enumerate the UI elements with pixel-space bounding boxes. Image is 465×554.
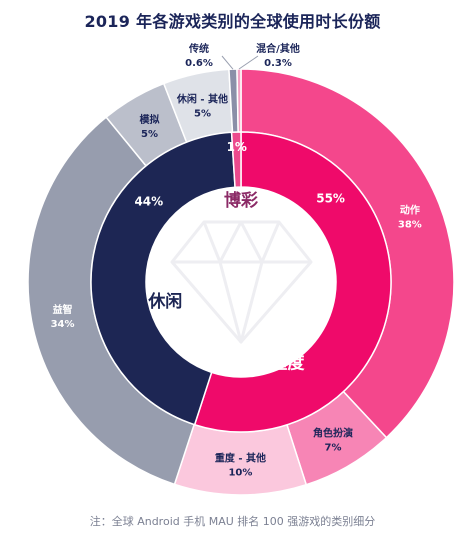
inner-pct-label-2: 1% [227, 140, 247, 154]
inner-pct-label-0: 55% [316, 191, 345, 205]
outer-pct-label-7: 0.3% [264, 58, 292, 69]
outer-pct-label-0: 38% [398, 219, 422, 230]
outer-name-label-1: 角色扮演 [313, 426, 353, 439]
leader-line-6 [221, 55, 234, 70]
outer-name-label-0: 动作 [400, 203, 420, 216]
chart-title: 2019 年各游戏类别的全球使用时长份额 [84, 12, 381, 31]
outer-pct-label-4: 5% [141, 129, 158, 140]
footnote: 注：全球 Android 手机 MAU 排名 100 强游戏的类别细分 [89, 515, 376, 528]
outer-name-label-3: 益智 [53, 303, 73, 316]
outer-slice-7 [236, 68, 242, 133]
outer-name-label-6: 传统 [188, 42, 209, 55]
outer-pct-label-2: 10% [228, 467, 252, 478]
outer-pct-label-3: 34% [51, 319, 75, 330]
inner-slice-2 [230, 131, 242, 188]
outer-pct-label-1: 7% [324, 442, 341, 453]
outer-name-label-2: 重度 - 其他 [215, 451, 266, 464]
inner-slice-0 [193, 131, 392, 433]
outer-pct-label-5: 5% [194, 109, 211, 120]
outer-name-label-7: 混合/其他 [256, 42, 300, 55]
outer-name-label-4: 模拟 [140, 113, 160, 126]
diamond-watermark-icon [170, 220, 313, 344]
outer-pct-label-6: 0.6% [185, 58, 213, 69]
inner-slice-1 [90, 131, 236, 426]
inner-name-label-2: 博彩 [224, 190, 258, 211]
leader-line-7 [238, 55, 259, 70]
inner-name-label-1: 休闲 [147, 291, 182, 312]
inner-pct-label-1: 44% [134, 194, 163, 208]
inner-name-label-0: 重度 [271, 353, 306, 374]
outer-name-label-5: 休闲 - 其他 [176, 93, 228, 106]
